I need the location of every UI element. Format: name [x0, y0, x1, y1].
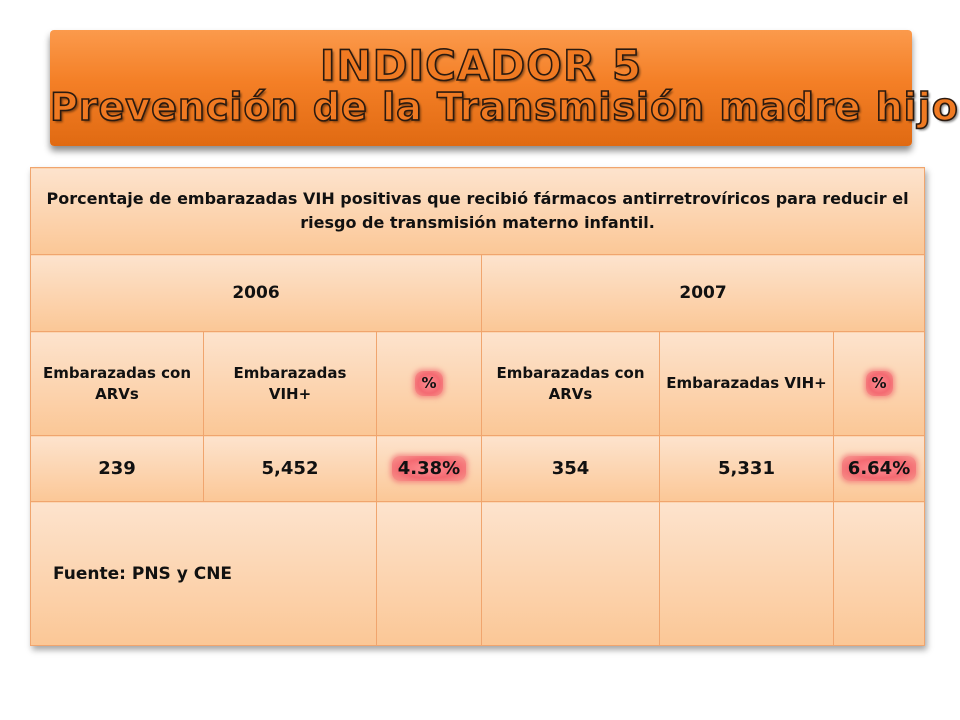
value-2007-vih: 5,331	[659, 435, 834, 502]
value-2007-arv: 354	[481, 435, 660, 502]
indicator-table: Porcentaje de embarazadas VIH positivas …	[29, 167, 926, 646]
source-row: Fuente: PNS y CNE	[30, 501, 926, 646]
pct-value-badge: 4.38%	[391, 456, 467, 481]
empty-cell	[376, 501, 482, 646]
year-2007-header: 2007	[480, 254, 926, 332]
value-2006-pct: 4.38%	[376, 435, 482, 502]
pct-header-badge: %	[415, 371, 443, 396]
value-2007-pct: 6.64%	[832, 435, 926, 502]
header-2007-arv: Embarazadas con ARVs	[481, 331, 660, 436]
header-2006-arv: Embarazadas con ARVs	[30, 331, 204, 436]
pct-value-badge: 6.64%	[841, 456, 917, 481]
value-2006-vih: 5,452	[203, 435, 377, 502]
header-2007-pct: %	[832, 331, 926, 436]
slide-subtitle: Prevención de la Transmisión madre hijo	[49, 85, 959, 130]
value-2006-arv: 239	[30, 435, 204, 502]
column-header-row: Embarazadas con ARVs Embarazadas VIH+ % …	[30, 331, 926, 436]
description-row: Porcentaje de embarazadas VIH positivas …	[29, 167, 926, 255]
indicator-description: Porcentaje de embarazadas VIH positivas …	[29, 167, 926, 255]
empty-cell	[832, 501, 926, 646]
header-2006-pct: %	[376, 331, 482, 436]
source-note: Fuente: PNS y CNE	[30, 501, 377, 646]
header-2007-vih: Embarazadas VIH+	[659, 331, 834, 436]
slide-title: INDICADOR 5	[319, 41, 643, 90]
year-2006-header: 2006	[30, 254, 482, 332]
values-row: 239 5,452 4.38% 354 5,331 6.64%	[30, 435, 926, 502]
pct-header-badge: %	[865, 371, 893, 396]
year-row: 2006 2007	[30, 254, 926, 332]
header-2006-vih: Embarazadas VIH+	[203, 331, 377, 436]
empty-cell	[481, 501, 660, 646]
empty-cell	[659, 501, 834, 646]
title-banner: INDICADOR 5 Prevención de la Transmisión…	[49, 30, 959, 146]
